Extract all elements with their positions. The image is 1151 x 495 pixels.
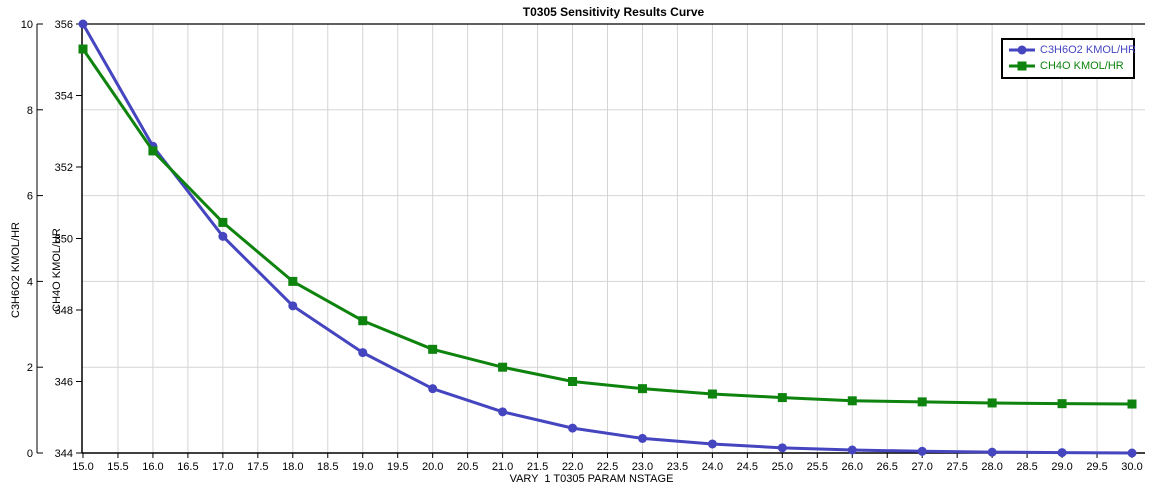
y-tick-label-ch4o: 344 xyxy=(55,448,73,460)
x-tick-label: 28.0 xyxy=(981,461,1002,473)
x-tick-label: 17.5 xyxy=(247,461,268,473)
x-tick-label: 23.5 xyxy=(667,461,688,473)
y-tick-label-ch4o: 354 xyxy=(55,91,73,103)
x-axis-label: VARY 1 T0305 PARAM NSTAGE xyxy=(509,473,674,485)
data-point-square xyxy=(777,393,787,403)
legend-line-circle-icon xyxy=(1009,45,1035,55)
x-tick-label: 30.0 xyxy=(1121,461,1142,473)
data-point-square xyxy=(987,398,997,408)
data-point-circle xyxy=(847,445,857,455)
data-point-circle xyxy=(428,384,438,394)
y-tick-label-c3h6o2: 2 xyxy=(27,362,33,374)
x-tick-label: 25.0 xyxy=(772,461,793,473)
x-tick-label: 20.5 xyxy=(457,461,478,473)
x-tick-label: 25.5 xyxy=(807,461,828,473)
data-point-square xyxy=(1127,399,1137,409)
data-point-square xyxy=(428,344,438,354)
y-tick-label-ch4o: 352 xyxy=(55,162,73,174)
data-point-circle xyxy=(1057,448,1067,458)
legend-label-ch4o: CH4O KMOL/HR xyxy=(1040,60,1124,72)
x-tick-label: 26.5 xyxy=(877,461,898,473)
x-tick-label: 20.0 xyxy=(422,461,443,473)
data-point-circle xyxy=(777,443,787,453)
x-tick-label: 19.5 xyxy=(387,461,408,473)
data-point-square xyxy=(148,146,158,156)
y-tick-label-ch4o: 356 xyxy=(55,19,73,31)
legend-entry-c3h6o2[interactable]: C3H6O2 KMOL/HR xyxy=(1009,42,1136,58)
data-point-square xyxy=(498,362,508,372)
data-point-circle xyxy=(917,446,927,456)
x-tick-label: 23.0 xyxy=(632,461,653,473)
data-point-circle xyxy=(568,423,578,433)
data-point-circle xyxy=(288,301,298,311)
data-point-circle xyxy=(987,447,997,457)
data-point-circle xyxy=(78,19,88,29)
x-tick-label: 22.5 xyxy=(597,461,618,473)
x-tick-label: 29.5 xyxy=(1086,461,1107,473)
y-tick-label-c3h6o2: 4 xyxy=(27,276,33,288)
y-tick-label-c3h6o2: 6 xyxy=(27,191,33,203)
chart-title: T0305 Sensitivity Results Curve xyxy=(522,5,705,19)
x-tick-label: 18.5 xyxy=(317,461,338,473)
data-point-square xyxy=(917,397,927,407)
data-point-square xyxy=(637,384,647,394)
data-point-square xyxy=(218,217,228,227)
x-tick-label: 24.5 xyxy=(737,461,758,473)
data-point-square xyxy=(568,377,578,386)
x-tick-label: 19.0 xyxy=(352,461,373,473)
data-point-circle xyxy=(707,439,717,449)
legend-entry-ch4o[interactable]: CH4O KMOL/HR xyxy=(1009,58,1127,74)
data-point-circle xyxy=(637,433,647,443)
y-tick-label-c3h6o2: 10 xyxy=(21,19,33,31)
x-tick-label: 16.0 xyxy=(142,461,163,473)
data-point-circle xyxy=(358,348,368,358)
y-tick-label-c3h6o2: 8 xyxy=(27,105,33,117)
x-tick-label: 15.5 xyxy=(107,461,128,473)
y-tick-label-c3h6o2: 0 xyxy=(27,448,33,460)
x-tick-label: 17.0 xyxy=(212,461,233,473)
y-tick-label-ch4o: 348 xyxy=(55,305,73,317)
data-point-square xyxy=(288,276,298,286)
x-tick-label: 21.0 xyxy=(492,461,513,473)
x-tick-label: 22.0 xyxy=(562,461,583,473)
x-tick-label: 16.5 xyxy=(177,461,198,473)
x-tick-label: 21.5 xyxy=(527,461,548,473)
data-point-square xyxy=(847,396,857,406)
data-point-circle xyxy=(1127,448,1137,458)
series-line-circle xyxy=(81,22,1134,455)
x-tick-label: 27.0 xyxy=(911,461,932,473)
data-point-circle xyxy=(498,407,508,417)
data-point-square xyxy=(78,44,88,54)
x-tick-label: 24.0 xyxy=(702,461,723,473)
legend-line-square-icon xyxy=(1009,61,1035,71)
data-point-square xyxy=(1057,399,1067,409)
legend-box[interactable]: C3H6O2 KMOL/HR CH4O KMOL/HR xyxy=(1001,38,1136,79)
data-point-square xyxy=(707,389,717,399)
x-tick-label: 27.5 xyxy=(946,461,967,473)
x-tick-label: 28.5 xyxy=(1016,461,1037,473)
x-tick-label: 26.0 xyxy=(842,461,863,473)
data-point-circle xyxy=(218,231,228,241)
series-line-square xyxy=(81,47,1134,406)
y-tick-label-ch4o: 346 xyxy=(55,377,73,389)
legend-label-c3h6o2: C3H6O2 KMOL/HR xyxy=(1040,44,1136,56)
x-tick-label: 15.0 xyxy=(72,461,93,473)
x-tick-label: 29.0 xyxy=(1051,461,1072,473)
data-point-square xyxy=(358,316,368,326)
x-tick-label: 18.0 xyxy=(282,461,303,473)
y-tick-label-ch4o: 350 xyxy=(55,234,73,246)
